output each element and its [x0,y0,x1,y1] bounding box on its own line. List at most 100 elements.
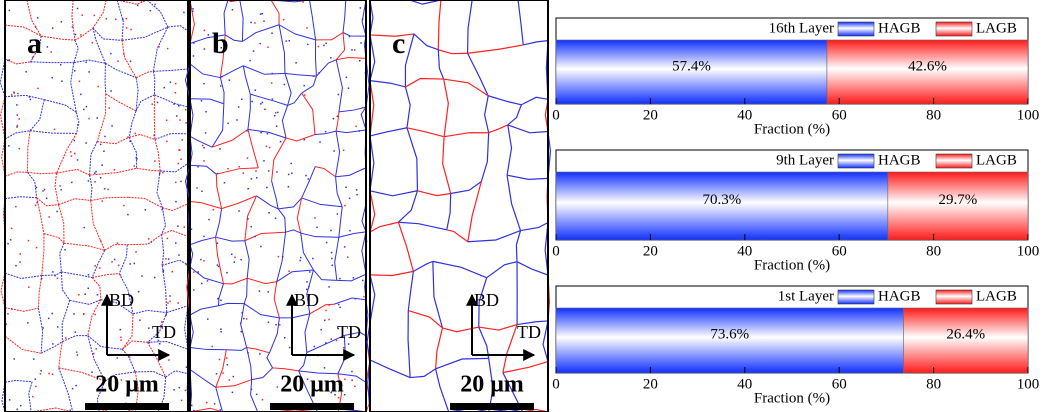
grain-boundary [488,124,508,134]
boundary-speck [10,94,13,96]
boundary-speck [25,71,27,73]
grain-boundary [271,137,287,181]
boundary-speck [173,389,175,391]
grain-boundary [147,312,168,343]
bar-segment [555,39,828,105]
boundary-speck [205,110,207,113]
boundary-speck [162,171,164,174]
grain-boundary [360,106,367,131]
panel-label: b [212,27,229,60]
grain-boundary [128,196,163,209]
boundary-speck [213,403,216,405]
boundary-speck [17,92,19,95]
boundary-speck [158,172,161,175]
grain-boundary [211,103,225,148]
boundary-speck [116,242,119,244]
grain-boundary [484,95,490,133]
grain-boundary [335,111,340,132]
grain-boundary [244,195,257,241]
boundary-speck [65,337,67,339]
boundary-speck [96,294,99,296]
boundary-speck [333,150,335,152]
boundary-speck [313,345,316,348]
grain-boundary [54,172,60,205]
boundary-speck [135,251,137,253]
boundary-speck [274,217,277,219]
boundary-speck [291,172,293,174]
boundary-speck [70,155,73,157]
boundary-speck [226,364,229,366]
grain-boundary [44,99,77,113]
boundary-speck [324,130,327,133]
boundary-speck [180,180,182,183]
boundary-speck [103,150,105,152]
boundary-speck [16,124,19,127]
boundary-speck [279,140,282,143]
boundary-speck [259,13,262,15]
boundary-speck [349,229,351,232]
boundary-speck [136,4,139,7]
boundary-speck [59,64,62,66]
boundary-speck [246,157,249,159]
boundary-speck [299,256,302,259]
grain-boundary [161,229,189,237]
value-label: 70.3% [703,192,742,208]
grain-boundary [136,167,161,172]
boundary-speck [119,274,122,276]
boundary-speck [318,72,320,74]
grain-boundary [165,370,189,378]
boundary-speck [27,239,30,242]
grain-boundary [216,167,259,175]
boundary-speck [228,79,231,81]
boundary-speck [137,290,140,293]
boundary-speck [190,404,193,407]
boundary-speck [140,0,143,2]
legend-swatch [935,21,973,37]
boundary-speck [252,50,255,52]
grain-boundary [100,299,134,315]
grain-boundary [223,0,229,35]
boundary-speck [5,323,8,325]
grain-boundary [89,141,98,176]
grain-boundary [221,195,257,210]
grain-boundary [413,33,439,51]
ebsd-map [366,0,552,412]
boundary-speck [15,264,17,267]
grain-boundary [189,305,219,316]
grain-boundary [4,379,33,383]
boundary-speck [249,59,251,62]
boundary-speck [71,26,74,28]
boundary-speck [162,269,165,272]
grain-boundary [516,261,549,276]
boundary-speck [166,237,169,240]
boundary-speck [266,186,268,189]
boundary-speck [337,303,340,306]
boundary-speck [193,271,195,273]
boundary-speck [73,139,76,142]
boundary-speck [32,395,34,398]
grain-boundary [166,305,189,314]
boundary-speck [226,271,228,274]
boundary-speck [227,167,229,170]
boundary-speck [260,103,262,105]
boundary-speck [178,254,180,256]
direction-label: BD [474,290,499,310]
grain-boundary [215,379,252,388]
boundary-speck [320,328,322,331]
boundary-speck [355,125,357,128]
boundary-speck [108,107,110,109]
grain-boundary [337,373,367,383]
grain-boundary [30,61,74,64]
grain-boundary [369,127,408,137]
boundary-speck [40,370,42,372]
grain-boundary [278,24,316,41]
grain-boundary [301,92,316,135]
boundary-speck [200,282,203,285]
boundary-speck [87,274,90,276]
grain-boundary [247,129,259,168]
grain-boundary [184,165,191,202]
grain-boundary [247,94,251,130]
grain-boundary [335,167,367,178]
boundary-speck [240,330,243,333]
